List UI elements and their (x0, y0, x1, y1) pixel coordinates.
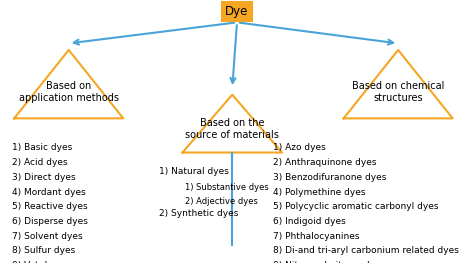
Text: 2) Anthraquinone dyes: 2) Anthraquinone dyes (273, 158, 376, 167)
Text: 2) Synthetic dyes: 2) Synthetic dyes (159, 209, 238, 218)
Text: Based on
application methods: Based on application methods (19, 81, 118, 103)
Text: 3) Direct dyes: 3) Direct dyes (12, 173, 75, 182)
Text: 9) Nitro and nitroso dyes: 9) Nitro and nitroso dyes (273, 261, 385, 263)
Text: 2) Acid dyes: 2) Acid dyes (12, 158, 67, 167)
Text: 4) Mordant dyes: 4) Mordant dyes (12, 188, 86, 196)
Text: Dye: Dye (225, 5, 249, 18)
Text: 5) Reactive dyes: 5) Reactive dyes (12, 202, 88, 211)
Text: Based on chemical
structures: Based on chemical structures (352, 81, 444, 103)
Text: Based on the
source of materials: Based on the source of materials (185, 118, 279, 140)
Text: 8) Di-and tri-aryl carbonium related dyes: 8) Di-and tri-aryl carbonium related dye… (273, 246, 458, 255)
Text: 7) Solvent dyes: 7) Solvent dyes (12, 232, 82, 241)
Text: 6) Disperse dyes: 6) Disperse dyes (12, 217, 88, 226)
Text: 4) Polymethine dyes: 4) Polymethine dyes (273, 188, 365, 196)
Text: 1) Basic dyes: 1) Basic dyes (12, 143, 72, 152)
Text: 7) Phthalocyanines: 7) Phthalocyanines (273, 232, 359, 241)
Text: 9) Vat dyes: 9) Vat dyes (12, 261, 63, 263)
Text: 1) Natural dyes: 1) Natural dyes (159, 167, 228, 176)
Text: 8) Sulfur dyes: 8) Sulfur dyes (12, 246, 75, 255)
Text: 6) Indigoid dyes: 6) Indigoid dyes (273, 217, 345, 226)
Text: 1) Substantive dyes: 1) Substantive dyes (185, 183, 269, 192)
Text: 5) Polycyclic aromatic carbonyl dyes: 5) Polycyclic aromatic carbonyl dyes (273, 202, 438, 211)
Text: 2) Adjective dyes: 2) Adjective dyes (185, 197, 258, 206)
Text: 1) Azo dyes: 1) Azo dyes (273, 143, 325, 152)
Text: 3) Benzodifuranone dyes: 3) Benzodifuranone dyes (273, 173, 386, 182)
